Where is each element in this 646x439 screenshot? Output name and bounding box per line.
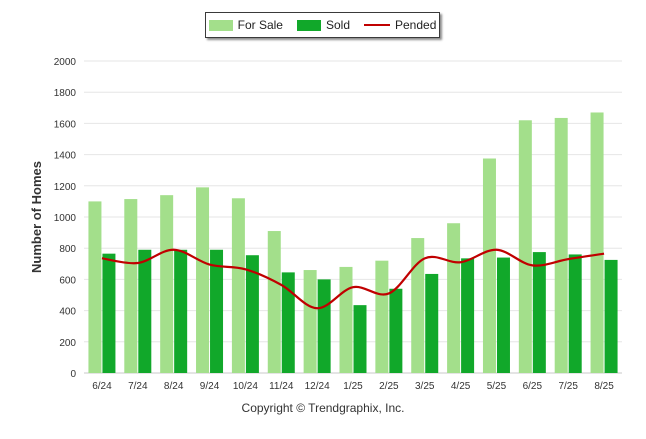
x-tick-label: 7/24 (128, 381, 148, 392)
x-tick-label: 5/25 (487, 381, 507, 392)
bar-sold (102, 253, 116, 373)
line-pended (101, 248, 605, 310)
x-tick-label: 8/24 (164, 381, 184, 392)
legend: For Sale Sold Pended (205, 12, 440, 38)
y-tick-label: 600 (59, 275, 76, 286)
y-tick-label: 2000 (54, 57, 77, 68)
bar-sold (210, 249, 224, 373)
bar-for-sale (411, 238, 425, 373)
y-tick-label: 1400 (54, 151, 77, 162)
bar-for-sale (447, 223, 461, 373)
bar-sold (245, 255, 259, 373)
y-tick-label: 400 (59, 307, 76, 318)
bar-for-sale (303, 270, 317, 373)
bar-for-sale (196, 187, 210, 373)
x-tick-label: 7/25 (558, 381, 578, 392)
legend-swatch-for-sale (208, 19, 233, 31)
legend-item-pended[interactable]: Pended (364, 18, 436, 32)
bar-for-sale (375, 260, 389, 373)
x-tick-label: 6/25 (523, 381, 543, 392)
bar-sold (425, 273, 439, 373)
y-tick-label: 800 (59, 244, 76, 255)
bar-for-sale (518, 120, 532, 373)
bar-sold (353, 305, 367, 373)
x-tick-label: 8/25 (594, 381, 614, 392)
y-tick-label: 1600 (54, 119, 77, 130)
legend-label-for-sale: For Sale (237, 18, 283, 32)
bar-sold (317, 279, 331, 373)
y-tick-label: 0 (70, 369, 76, 380)
legend-label-pended: Pended (395, 18, 437, 32)
x-tick-label: 12/24 (305, 381, 330, 392)
bar-sold (461, 258, 475, 373)
x-tick-label: 2/25 (379, 381, 399, 392)
bar-sold (138, 249, 152, 373)
bar-for-sale (88, 201, 102, 373)
bar-for-sale (231, 198, 245, 373)
bar-sold (532, 252, 546, 373)
bar-sold (389, 288, 403, 373)
bar-for-sale (160, 195, 174, 373)
copyright-text: Copyright © Trendgraphix, Inc. (241, 401, 405, 415)
y-tick-label: 1000 (54, 213, 77, 224)
bar-sold (281, 272, 295, 373)
legend-item-sold[interactable]: Sold (296, 18, 350, 32)
legend-label-sold: Sold (325, 18, 350, 32)
y-axis-title: Number of Homes (29, 161, 44, 273)
y-tick-label: 1800 (54, 88, 77, 99)
bar-sold (604, 259, 618, 373)
bar-sold (496, 257, 510, 373)
x-tick-label: 6/24 (92, 381, 112, 392)
bar-for-sale (267, 231, 281, 373)
legend-line-pended (364, 24, 390, 26)
x-tick-label: 9/24 (200, 381, 220, 392)
x-tick-label: 11/24 (269, 381, 294, 392)
x-tick-label: 10/24 (233, 381, 258, 392)
legend-swatch-sold (296, 19, 321, 31)
bar-sold (174, 249, 188, 373)
y-tick-label: 200 (59, 338, 76, 349)
bar-for-sale (339, 266, 353, 373)
bar-sold (568, 254, 582, 373)
legend-item-for-sale[interactable]: For Sale (208, 18, 283, 32)
y-tick-label: 1200 (54, 182, 77, 193)
bar-for-sale (554, 117, 568, 373)
bar-for-sale (590, 112, 604, 373)
bar-for-sale (124, 199, 138, 373)
bar-for-sale (482, 158, 496, 373)
x-tick-label: 3/25 (415, 381, 435, 392)
x-tick-label: 4/25 (451, 381, 471, 392)
x-tick-label: 1/25 (343, 381, 363, 392)
